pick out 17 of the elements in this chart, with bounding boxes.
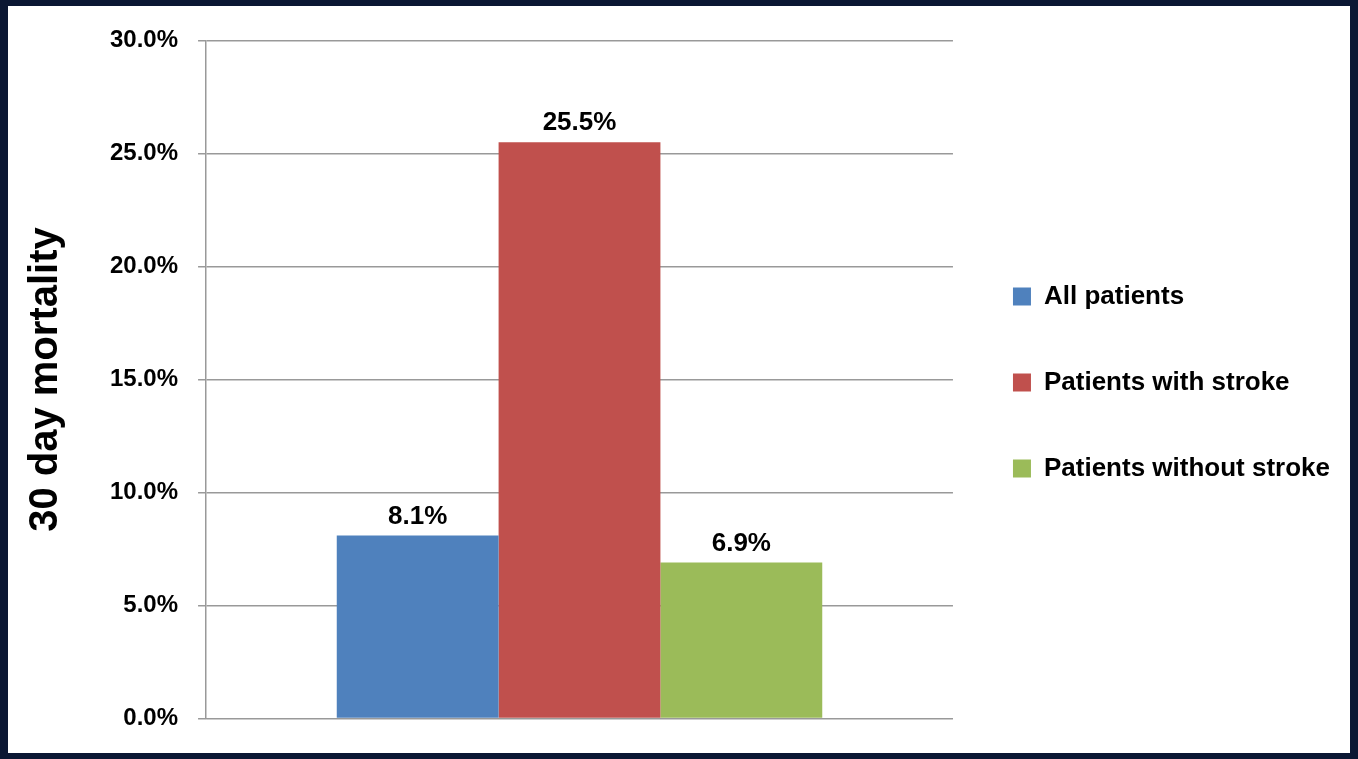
data-label: 25.5% [542,106,617,137]
y-tick-label: 30.0% [109,25,179,53]
y-tick-label: 25.0% [109,138,179,166]
y-tick-label: 20.0% [109,251,179,279]
y-tick-label: 0.0% [123,703,179,731]
y-tick-label: 10.0% [109,477,179,505]
legend-label: Patients without stroke [1043,451,1331,482]
data-label: 8.1% [388,499,448,530]
legend-label: All patients [1043,279,1185,310]
y-axis-title: 30 day mortality [21,226,66,532]
y-tick-label: 5.0% [123,590,179,618]
data-label: 6.9% [711,526,771,557]
legend-label: Patients with stroke [1043,365,1290,396]
bar [336,535,499,718]
bar [498,142,661,718]
bar [660,562,823,718]
y-tick-label: 15.0% [109,364,179,392]
